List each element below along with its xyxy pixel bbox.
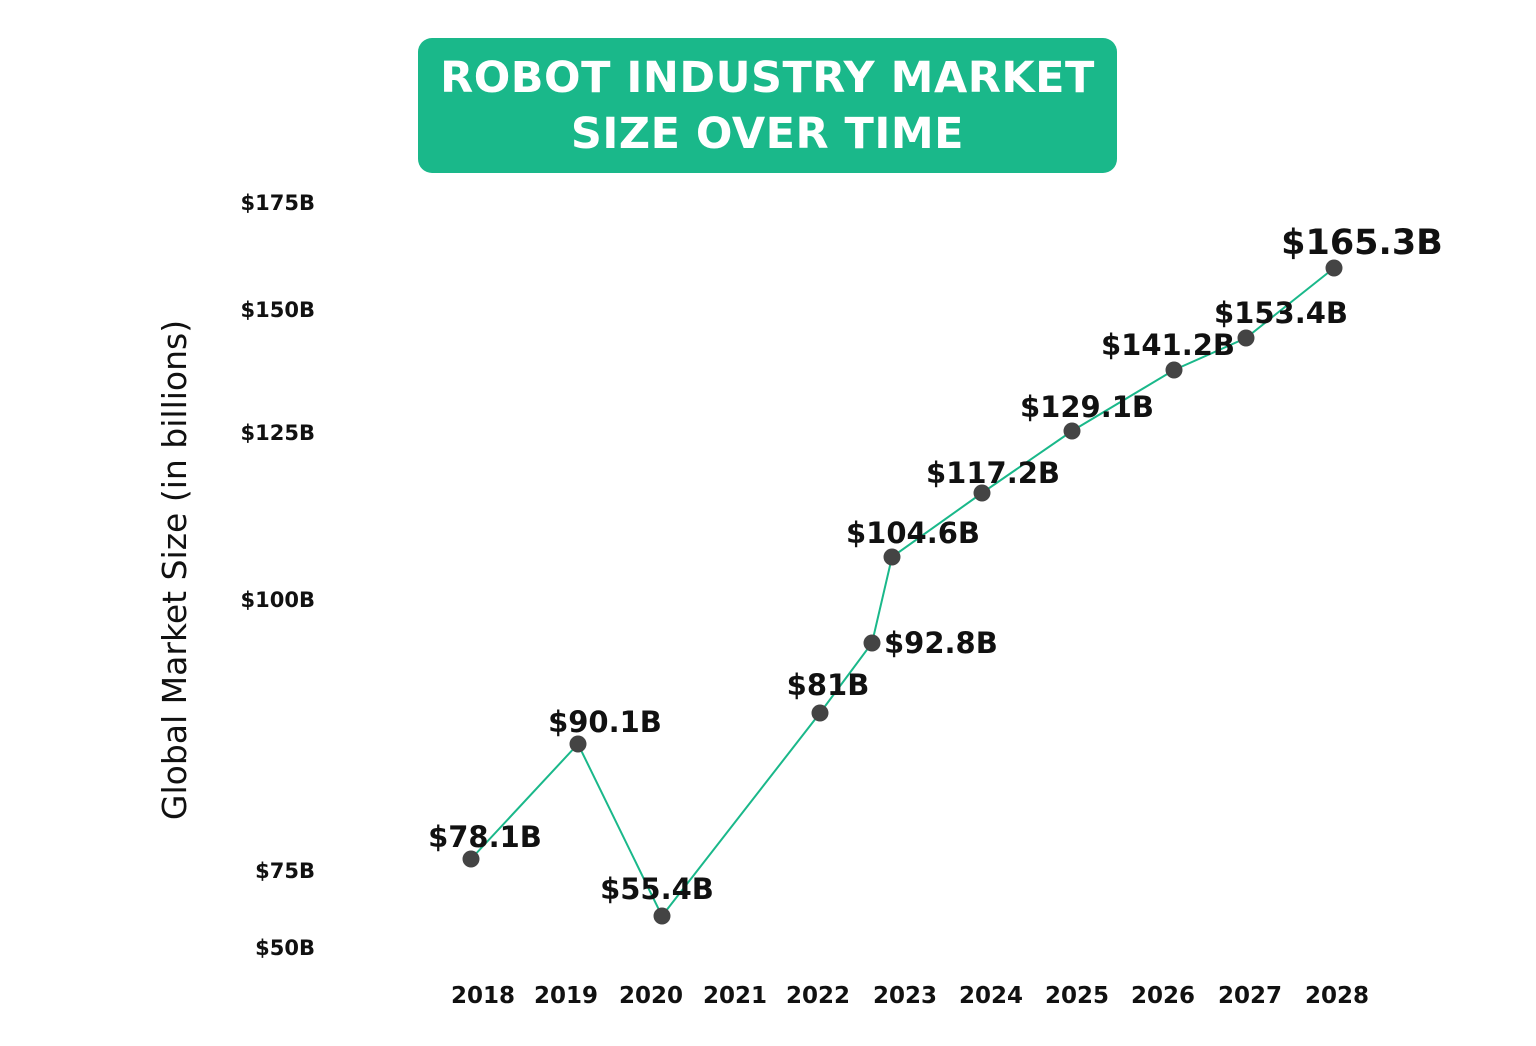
y-tick-label: $100B bbox=[241, 588, 315, 612]
data-label: $141.2B bbox=[1101, 328, 1235, 362]
y-tick-label: $50B bbox=[255, 936, 315, 960]
data-label: $55.4B bbox=[600, 872, 714, 906]
y-tick-label: $150B bbox=[241, 298, 315, 322]
x-tick-label: 2018 bbox=[451, 983, 515, 1009]
y-tick-label: $125B bbox=[241, 421, 315, 445]
y-axis-label: Global Market Size (in billions) bbox=[155, 320, 194, 820]
data-point bbox=[811, 704, 829, 722]
x-tick-label: 2028 bbox=[1305, 983, 1369, 1009]
x-tick-label: 2023 bbox=[873, 983, 937, 1009]
y-tick-label: $175B bbox=[241, 191, 315, 215]
chart-title-box: ROBOT INDUSTRY MARKET SIZE OVER TIME bbox=[418, 38, 1117, 173]
x-tick-label: 2027 bbox=[1218, 983, 1282, 1009]
data-label: $129.1B bbox=[1020, 390, 1154, 424]
data-label: $165.3B bbox=[1281, 223, 1443, 263]
data-point bbox=[653, 907, 671, 925]
data-label: $78.1B bbox=[428, 820, 542, 854]
x-tick-label: 2024 bbox=[959, 983, 1023, 1009]
data-label: $92.8B bbox=[884, 626, 998, 660]
y-tick-label: $75B bbox=[255, 859, 315, 883]
x-tick-label: 2026 bbox=[1131, 983, 1195, 1009]
data-label: $90.1B bbox=[548, 705, 662, 739]
data-point bbox=[863, 634, 881, 652]
x-tick-label: 2025 bbox=[1045, 983, 1109, 1009]
x-tick-label: 2021 bbox=[703, 983, 767, 1009]
series-line bbox=[470, 267, 1335, 918]
x-tick-label: 2020 bbox=[619, 983, 683, 1009]
data-point bbox=[883, 548, 901, 566]
data-label: $81B bbox=[787, 668, 870, 702]
data-point bbox=[973, 484, 991, 502]
data-point bbox=[1063, 422, 1081, 440]
data-label: $117.2B bbox=[926, 456, 1060, 490]
data-point bbox=[569, 735, 587, 753]
x-tick-label: 2022 bbox=[786, 983, 850, 1009]
x-tick-label: 2019 bbox=[534, 983, 598, 1009]
chart-title: ROBOT INDUSTRY MARKET SIZE OVER TIME bbox=[440, 52, 1095, 159]
data-point bbox=[1325, 259, 1343, 277]
data-label: $153.4B bbox=[1214, 296, 1348, 330]
data-point bbox=[1237, 329, 1255, 347]
data-label: $104.6B bbox=[846, 516, 980, 550]
data-point bbox=[1165, 361, 1183, 379]
data-point bbox=[462, 850, 480, 868]
